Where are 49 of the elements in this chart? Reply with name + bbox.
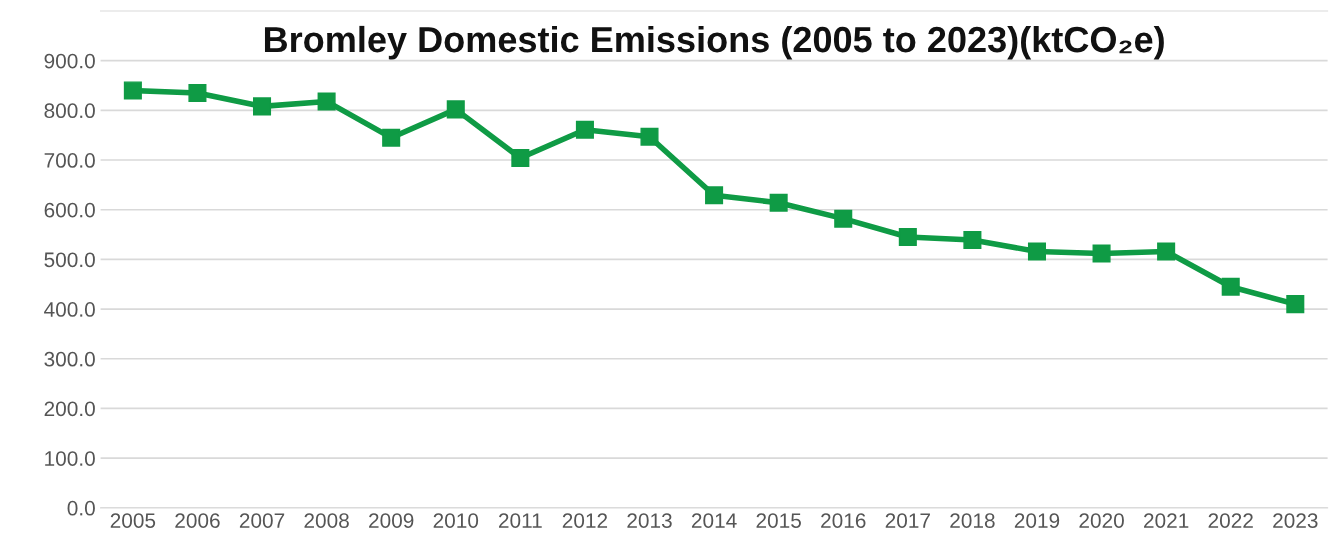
x-tick-label: 2012 [562, 513, 608, 528]
y-tick-label: 0.0 [67, 500, 95, 516]
point [640, 127, 659, 146]
y-tick-label: 900.0 [44, 53, 95, 69]
x-tick-label: 2020 [1079, 513, 1124, 528]
y-tick-label: 200.0 [44, 401, 95, 417]
point [1027, 242, 1047, 261]
chart-title: Bromley Domestic Emissions (2005 to 2023)(ktCO₂e) [264, 25, 1164, 60]
point [382, 128, 401, 147]
x-tick-label: 2008 [304, 513, 349, 528]
y-tick-label: 500.0 [44, 252, 95, 268]
point [123, 81, 142, 100]
point [511, 149, 530, 168]
point [1286, 295, 1305, 314]
x-tick-label: 2016 [821, 513, 866, 528]
point [898, 228, 917, 247]
x-tick-label: 2017 [885, 513, 930, 528]
x-tick-label: 2006 [175, 513, 220, 528]
point [1221, 277, 1240, 296]
x-tick-label: 2018 [950, 513, 995, 528]
y-tick-label: 100.0 [45, 451, 95, 466]
y-tick-label: 700.0 [44, 153, 95, 168]
point [769, 193, 788, 212]
x-tick-label: 2021 [1144, 513, 1189, 528]
x-tick-label: 2007 [239, 513, 285, 528]
point [1157, 242, 1176, 261]
x-tick-label: 2019 [1014, 513, 1060, 528]
point [1092, 244, 1111, 263]
x-tick-label: 2010 [433, 513, 479, 528]
y-tick-label: 800.0 [44, 103, 95, 119]
x-tick-label: 2014 [691, 513, 737, 528]
point [188, 83, 207, 102]
point [963, 230, 982, 250]
x-tick-label: 2013 [627, 513, 672, 528]
x-tick-label: 2023 [1273, 513, 1318, 528]
point [834, 209, 853, 228]
y-tick-label: 400.0 [44, 302, 95, 317]
point [705, 186, 724, 205]
x-tick-label: 2009 [369, 513, 414, 528]
point [575, 120, 594, 139]
x-tick-label: 2015 [756, 513, 801, 528]
y-tick-label: 600.0 [44, 202, 95, 218]
point [252, 97, 272, 116]
point [446, 100, 465, 119]
y-tick-label: 300.0 [44, 351, 95, 367]
x-tick-label: 2022 [1208, 513, 1253, 528]
point [317, 92, 336, 111]
x-tick-label: 2011 [498, 513, 542, 528]
x-tick-label: 2005 [110, 513, 156, 528]
